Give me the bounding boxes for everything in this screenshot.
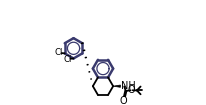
Text: Cl: Cl [64,55,72,64]
Text: NH: NH [121,81,136,91]
Text: O: O [128,85,135,95]
Text: Cl: Cl [55,48,63,57]
Polygon shape [113,85,120,87]
Text: O: O [120,96,127,105]
